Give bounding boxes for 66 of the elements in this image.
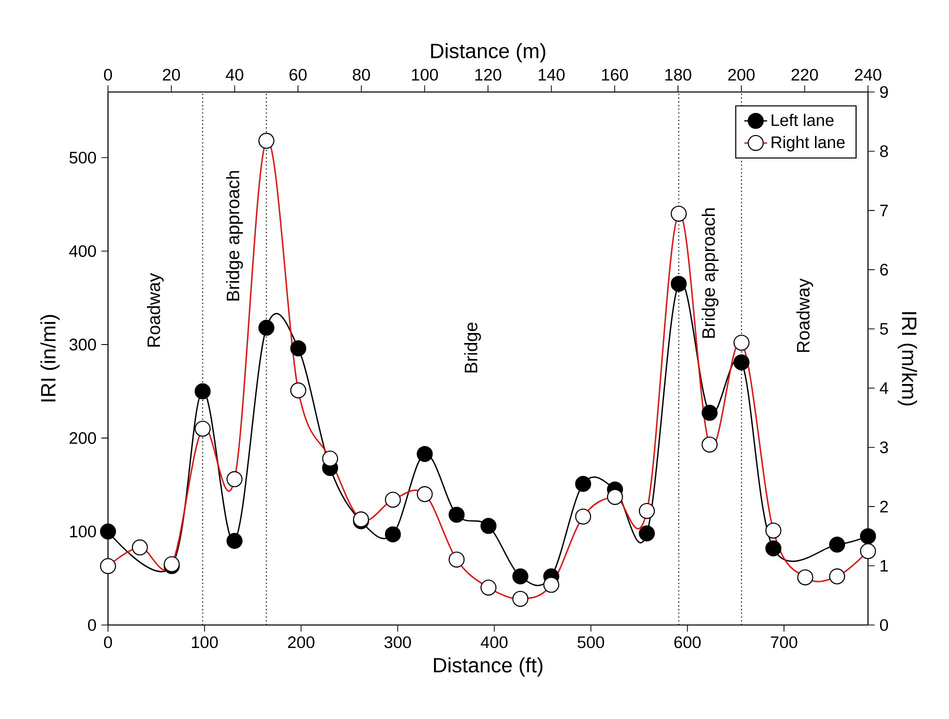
y-tick-label: 0 — [88, 619, 96, 631]
x2-tick-label: 100 — [412, 68, 438, 81]
point — [416, 446, 433, 462]
y2-tick-label: 4 — [880, 382, 888, 394]
point — [829, 536, 846, 553]
x2-tick-label: 200 — [728, 68, 755, 81]
y2-tick-label: 1 — [880, 560, 888, 572]
legend-label: Right lane — [772, 136, 845, 152]
y2-tick-label: 6 — [880, 264, 888, 276]
point — [384, 526, 401, 542]
y2-axis-title: IRI (m/km) — [898, 312, 918, 406]
x-tick-label: 0 — [104, 636, 112, 648]
y2-tick-label: 0 — [880, 619, 888, 631]
x2-tick-label: 120 — [475, 68, 502, 81]
y2-tick-label: 2 — [880, 500, 888, 512]
y-tick-label: 500 — [69, 152, 96, 164]
y2-tick-label: 3 — [880, 441, 888, 454]
x2-tick-label: 180 — [665, 68, 692, 81]
x-axis-title: Distance (ft) — [434, 657, 542, 677]
point — [480, 518, 496, 534]
annotation: Bridge — [464, 322, 481, 372]
point — [100, 524, 116, 540]
x-tick-label: 400 — [480, 636, 508, 648]
x2-tick-label: 240 — [854, 68, 882, 81]
annotation: Roadway — [796, 278, 814, 352]
point — [860, 528, 876, 544]
x-tick-label: 300 — [384, 636, 411, 648]
point — [702, 404, 718, 421]
y-tick-label: 400 — [69, 245, 96, 257]
y-axis-title: IRI (in/mi) — [40, 315, 60, 402]
x-tick-label: 100 — [192, 636, 218, 648]
annotation: Roadway — [146, 273, 164, 347]
point — [575, 476, 592, 492]
y-tick-label: 200 — [70, 432, 96, 444]
point — [765, 540, 782, 556]
x2-tick-label: 220 — [792, 68, 818, 81]
y2-tick-label: 9 — [880, 86, 888, 98]
annotation: Bridge approach — [226, 171, 243, 300]
y2-tick-label: 7 — [880, 204, 888, 216]
y-tick-label: 300 — [69, 338, 96, 350]
point — [734, 354, 750, 370]
x2-tick-label: 60 — [290, 68, 307, 81]
x-tick-label: 600 — [674, 636, 701, 648]
x2-tick-label: 20 — [162, 68, 180, 81]
x-tick-label: 200 — [288, 636, 314, 648]
y2-tick-label: 5 — [880, 323, 888, 335]
legend-label: Left lane — [772, 114, 834, 126]
x2-axis-title: Distance (m) — [431, 43, 546, 62]
point — [226, 532, 243, 549]
point — [258, 320, 274, 336]
point — [512, 568, 528, 584]
y2-tick-label: 8 — [880, 145, 888, 158]
point — [638, 525, 655, 542]
x2-tick-label: 80 — [352, 68, 370, 81]
x-tick-label: 700 — [770, 636, 798, 648]
x2-tick-label: 0 — [104, 68, 112, 81]
point — [290, 340, 306, 356]
x2-tick-label: 140 — [538, 68, 565, 81]
y-tick-label: 100 — [70, 526, 96, 538]
x2-tick-label: 40 — [226, 68, 244, 81]
point — [670, 276, 687, 292]
annotation: Bridge approach — [702, 208, 719, 338]
point — [448, 506, 465, 523]
x-tick-label: 500 — [578, 636, 604, 648]
x2-tick-label: 160 — [602, 68, 628, 81]
point — [194, 383, 211, 400]
